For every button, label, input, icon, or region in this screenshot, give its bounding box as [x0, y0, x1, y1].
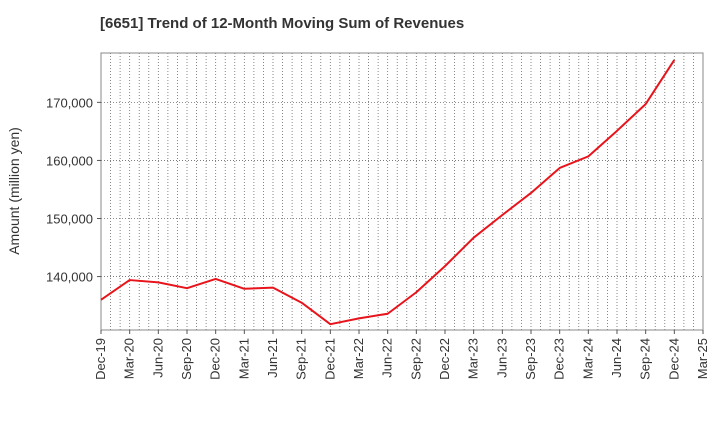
x-axis-ticks: Dec-19 Mar-20 Jun-20 Sep-20 Dec-20 Mar-21 Jun-…	[93, 330, 710, 380]
x-tick-label: Mar-21	[236, 338, 251, 379]
plot-area-frame	[100, 52, 704, 331]
y-tick-label: 150,000	[46, 212, 93, 227]
vertical-gridlines	[110, 53, 694, 330]
x-tick-label: Sep-23	[523, 338, 538, 380]
x-tick-label: Jun-21	[265, 338, 280, 378]
x-tick-label: Dec-21	[322, 338, 337, 380]
data-point	[387, 313, 389, 315]
x-tick-label: Sep-21	[294, 338, 309, 380]
data-point	[473, 237, 475, 239]
data-point	[129, 279, 131, 281]
data-point	[243, 288, 245, 290]
data-point	[616, 130, 618, 132]
data-point	[215, 278, 217, 280]
x-tick-label: Jun-22	[380, 338, 395, 378]
data-point	[501, 214, 503, 216]
x-tick-label: Dec-24	[666, 338, 681, 380]
x-tick-label: Jun-24	[609, 338, 624, 378]
series-lines	[100, 59, 676, 326]
y-tick-label: 160,000	[46, 153, 93, 168]
x-tick-label: Mar-22	[351, 338, 366, 379]
y-tick-label: 140,000	[46, 270, 93, 285]
data-point	[559, 167, 561, 169]
x-tick-label: Mar-20	[122, 338, 137, 379]
x-tick-label: Mar-23	[466, 338, 481, 379]
data-point	[673, 59, 675, 61]
x-tick-label: Jun-20	[150, 338, 165, 378]
x-tick-label: Dec-20	[208, 338, 223, 380]
x-tick-label: Sep-24	[638, 338, 653, 380]
data-point	[329, 323, 331, 325]
x-tick-label: Dec-19	[93, 338, 108, 380]
y-tick-label: 170,000	[46, 95, 93, 110]
data-point	[272, 287, 274, 289]
x-tick-label: Mar-24	[580, 338, 595, 379]
revenue-series-line	[100, 59, 676, 326]
x-tick-label: Jun-23	[494, 338, 509, 378]
x-tick-label: Mar-25	[695, 338, 710, 379]
horizontal-gridlines	[101, 101, 703, 277]
data-point	[100, 299, 102, 301]
data-point	[645, 103, 647, 105]
data-point	[530, 192, 532, 194]
y-axis-ticks: 140,000 150,000 160,000 170,000	[46, 95, 101, 285]
data-point	[587, 155, 589, 157]
data-point	[358, 317, 360, 319]
x-tick-label: Dec-22	[437, 338, 452, 380]
data-point	[186, 287, 188, 289]
data-point	[415, 291, 417, 293]
data-point	[157, 281, 159, 283]
y-axis-label: Amount (million yen)	[6, 127, 22, 255]
x-tick-label: Sep-20	[179, 338, 194, 380]
data-point	[444, 265, 446, 267]
x-tick-label: Sep-22	[408, 338, 423, 380]
x-tick-label: Dec-23	[552, 338, 567, 380]
data-point	[301, 302, 303, 304]
chart-title: [6651] Trend of 12-Month Moving Sum of R…	[100, 15, 465, 32]
